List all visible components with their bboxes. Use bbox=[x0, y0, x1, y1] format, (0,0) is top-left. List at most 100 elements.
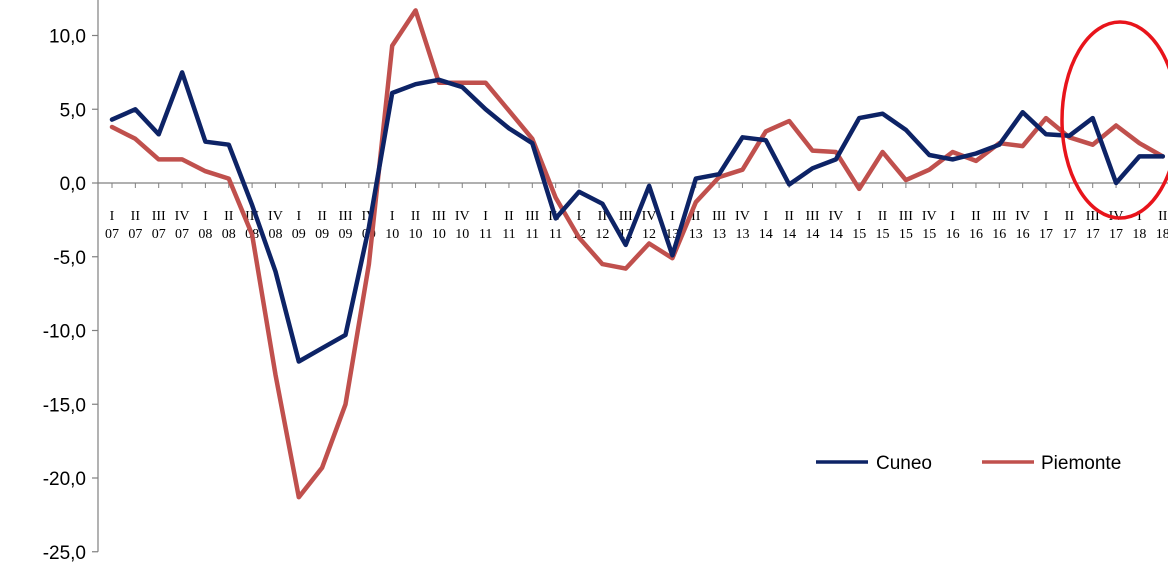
x-tick-quarter-label: II bbox=[411, 209, 421, 224]
x-tick-year-label: 18 bbox=[1132, 227, 1146, 242]
x-tick-quarter-label: I bbox=[110, 209, 115, 224]
x-tick-quarter-label: I bbox=[1137, 209, 1142, 224]
x-tick-year-label: 12 bbox=[642, 227, 656, 242]
x-tick-quarter-label: II bbox=[784, 209, 794, 224]
x-tick-quarter-label: I bbox=[296, 209, 301, 224]
y-tick-label: 5,0 bbox=[60, 100, 86, 121]
x-tick-year-label: 11 bbox=[479, 227, 492, 242]
x-tick-year-label: 09 bbox=[315, 227, 329, 242]
x-tick-year-label: 15 bbox=[899, 227, 913, 242]
x-tick-quarter-label: I bbox=[763, 209, 768, 224]
y-tick-label: -10,0 bbox=[43, 322, 86, 343]
x-tick-year-label: 10 bbox=[409, 227, 423, 242]
x-tick-year-label: 07 bbox=[128, 227, 142, 242]
x-tick-year-label: 10 bbox=[455, 227, 469, 242]
x-tick-quarter-label: I bbox=[950, 209, 955, 224]
x-tick-quarter-label: IV bbox=[1015, 209, 1030, 224]
x-tick-quarter-label: II bbox=[504, 209, 514, 224]
x-tick-year-label: 14 bbox=[806, 227, 820, 242]
x-tick-year-label: 09 bbox=[292, 227, 306, 242]
x-tick-quarter-label: I bbox=[1044, 209, 1049, 224]
x-tick-quarter-label: IV bbox=[922, 209, 937, 224]
x-tick-year-label: 13 bbox=[712, 227, 726, 242]
x-tick-year-label: 17 bbox=[1109, 227, 1123, 242]
y-tick-label: -20,0 bbox=[43, 469, 86, 490]
x-tick-quarter-label: IV bbox=[455, 209, 470, 224]
x-tick-quarter-label: III bbox=[339, 209, 353, 224]
x-tick-year-label: 07 bbox=[152, 227, 166, 242]
y-tick-label: -5,0 bbox=[53, 248, 86, 269]
x-tick-year-label: 10 bbox=[385, 227, 399, 242]
x-tick-quarter-label: II bbox=[598, 209, 608, 224]
x-tick-quarter-label: II bbox=[1065, 209, 1075, 224]
x-tick-year-label: 08 bbox=[268, 227, 282, 242]
y-tick-label: -25,0 bbox=[43, 543, 86, 564]
x-tick-quarter-label: II bbox=[971, 209, 981, 224]
x-tick-year-label: 11 bbox=[526, 227, 539, 242]
legend-label-cuneo: Cuneo bbox=[876, 453, 932, 474]
x-tick-year-label: 11 bbox=[502, 227, 515, 242]
x-tick-year-label: 12 bbox=[595, 227, 609, 242]
legend: Cuneo Piemonte bbox=[816, 453, 1121, 474]
x-tick-quarter-label: III bbox=[712, 209, 726, 224]
x-tick-quarter-label: III bbox=[806, 209, 820, 224]
x-tick-quarter-label: II bbox=[224, 209, 234, 224]
legend-label-piemonte: Piemonte bbox=[1041, 453, 1121, 474]
x-tick-quarter-label: II bbox=[691, 209, 701, 224]
x-tick-quarter-label: III bbox=[619, 209, 633, 224]
x-tick-year-label: 15 bbox=[852, 227, 866, 242]
x-tick-quarter-label: IV bbox=[642, 209, 657, 224]
x-tick-quarter-label: IV bbox=[828, 209, 843, 224]
highlight-annotation bbox=[1060, 20, 1168, 220]
series-lines bbox=[109, 8, 1166, 500]
x-tick-year-label: 13 bbox=[735, 227, 749, 242]
y-tick-label: -15,0 bbox=[43, 395, 86, 416]
x-tick-quarter-label: IV bbox=[735, 209, 750, 224]
x-tick-quarter-label: IV bbox=[268, 209, 283, 224]
x-tick-quarter-label: II bbox=[317, 209, 327, 224]
x-tick-quarter-label: II bbox=[878, 209, 888, 224]
x-tick-quarter-label: III bbox=[525, 209, 539, 224]
x-tick-year-label: 16 bbox=[946, 227, 960, 242]
x-tick-quarter-label: II bbox=[1158, 209, 1168, 224]
x-tick-quarter-label: III bbox=[992, 209, 1006, 224]
x-tick-quarter-label: I bbox=[857, 209, 862, 224]
y-tick-labels: 10,0 5,0 0,0 -5,0 -10,0 -15,0 -20,0 -25,0 bbox=[43, 27, 86, 564]
x-tick-year-label: 17 bbox=[1062, 227, 1076, 242]
axes bbox=[92, 0, 1168, 553]
x-tick-quarter-label: III bbox=[899, 209, 913, 224]
x-tick-quarter-label: II bbox=[131, 209, 141, 224]
x-tick-quarter-label: IV bbox=[175, 209, 190, 224]
series-line-cuneo bbox=[109, 70, 1166, 364]
x-tick-year-label: 15 bbox=[876, 227, 890, 242]
x-tick-year-label: 09 bbox=[339, 227, 353, 242]
x-tick-year-label: 16 bbox=[992, 227, 1006, 242]
x-tick-year-label: 10 bbox=[432, 227, 446, 242]
x-tick-quarter-label: I bbox=[203, 209, 208, 224]
x-tick-year-label: 16 bbox=[969, 227, 983, 242]
x-tick-year-label: 14 bbox=[759, 227, 773, 242]
y-tick-label: 0,0 bbox=[60, 174, 86, 195]
x-tick-year-label: 16 bbox=[1016, 227, 1030, 242]
x-tick-year-label: 11 bbox=[549, 227, 562, 242]
x-tick-year-label: 18 bbox=[1156, 227, 1168, 242]
x-tick-year-label: 13 bbox=[689, 227, 703, 242]
x-tick-quarter-label: I bbox=[670, 209, 675, 224]
x-tick-quarter-label: I bbox=[577, 209, 582, 224]
x-tick-year-label: 17 bbox=[1086, 227, 1100, 242]
series-line-piemonte bbox=[109, 8, 1166, 500]
y-tick-label: 10,0 bbox=[49, 27, 86, 48]
x-tick-year-label: 07 bbox=[175, 227, 189, 242]
x-tick-labels: I07II07III07IV07I08II08III08IV08I09II09I… bbox=[105, 209, 1168, 242]
x-tick-year-label: 08 bbox=[222, 227, 236, 242]
highlight-ellipse bbox=[1060, 20, 1168, 220]
x-tick-quarter-label: I bbox=[390, 209, 395, 224]
x-tick-year-label: 08 bbox=[198, 227, 212, 242]
x-tick-quarter-label: III bbox=[152, 209, 166, 224]
x-tick-year-label: 15 bbox=[922, 227, 936, 242]
x-tick-year-label: 14 bbox=[829, 227, 843, 242]
x-tick-year-label: 07 bbox=[105, 227, 119, 242]
x-tick-year-label: 14 bbox=[782, 227, 796, 242]
